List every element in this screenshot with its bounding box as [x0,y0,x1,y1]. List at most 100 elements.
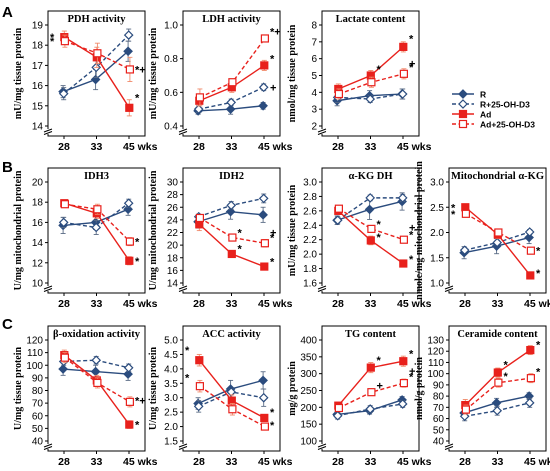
y-axis-label: nmol/mg tissue protein [287,24,298,122]
axis-break-mask [445,444,453,449]
legend-marker [458,89,468,99]
x-tick-label: 28 [332,298,344,310]
axis-break-mark [43,128,53,133]
data-point [459,245,470,256]
significance-mark: * [135,237,140,249]
chart-panel-4: IDH3 10 12 14 16 18 20 U/mg mitochondrial prote… [13,167,158,310]
data-point [228,78,237,87]
series-ad-25-oh-d3 [461,373,536,415]
axis-break-mark [178,446,188,450]
y-tick-label: 250 [300,386,317,397]
series-line [199,217,266,244]
chart-panel-3: Lactate content 2 3 4 5 6 7 8 nmol/mg tissue pro… [287,10,432,153]
y-tick-label: 0.6 [164,88,178,99]
significance-mark: * [409,254,414,266]
panel-title: IDH2 [219,171,244,182]
y-tick-label: 30 [167,178,179,189]
x-tick-label: 28 [332,456,344,468]
y-tick-label: 3 [311,105,317,116]
chart-panel-6: α-KG DH 1.6 1.8 2.0 2.2 2.4 2.6 2.8 3.0 mU/mg tis… [287,167,432,310]
y-tick-label: 90 [433,380,445,391]
y-tick-label: 110 [428,358,444,369]
series-ad-25-oh-d3 [334,378,408,413]
series-r-25-oh-d3 [58,198,134,235]
data-point [58,217,69,228]
significance-mark: * [50,36,55,48]
data-point [365,193,376,203]
data-point [195,356,204,365]
significance-mark: * [409,33,414,45]
significance-mark: + [409,222,415,234]
series-r-25-oh-d3 [193,387,269,413]
panel-title: Lactate content [336,14,406,25]
data-point [492,237,503,248]
data-point [60,37,70,46]
y-tick-label: 5.0 [164,336,178,347]
y-tick-label: 18 [167,253,179,264]
y-tick-label: 2.0 [430,228,444,239]
y-tick-label: 60 [433,414,445,425]
y-tick-label: 50 [32,424,44,435]
series-line [465,213,532,252]
y-tick-label: 60 [32,411,44,422]
significance-mark: * [270,233,275,245]
data-point [123,198,134,209]
significance-mark: * [377,64,382,76]
data-point [494,228,503,237]
data-point [125,420,134,429]
panel-title: β-oxidation activity [53,329,141,340]
significance-mark: * [409,62,414,74]
y-tick-label: 0.8 [164,54,178,65]
significance-mark: * [377,219,382,231]
data-point [90,366,101,377]
data-point [260,262,269,271]
significance-mark: * [536,366,541,378]
data-point [493,368,502,377]
y-tick-label: 80 [433,392,445,403]
y-tick-label: 4 [311,88,317,99]
axis-break-mask [445,286,453,291]
y-tick-label: 1.8 [303,264,317,275]
data-point [461,209,470,218]
data-point [526,271,535,280]
chart-panel-2: LDH activity 0.4 0.6 0.8 1.0 mU/mg tissue pro… [148,10,293,153]
y-tick-label: 4.0 [164,364,178,375]
x-tick-label: 45 wks [123,298,158,310]
axis-break-mask [179,444,187,449]
y-tick-label: 3.0 [430,178,444,189]
data-point [125,256,134,265]
y-tick-label: 6 [311,54,317,65]
data-point [397,399,408,409]
y-tick-label: 70 [433,403,445,414]
significance-mark: * [536,246,541,258]
significance-mark: * [270,407,275,419]
data-point [193,104,204,115]
data-point [226,387,237,397]
panel-title: Ceramide content [457,329,538,340]
series-ad-25-oh-d3 [60,352,135,408]
axis-break-mark [317,288,327,292]
series-r-25-oh-d3 [193,193,269,222]
data-point [365,94,376,104]
y-tick-label: 120 [26,336,43,347]
y-tick-label: 100 [26,361,43,372]
y-tick-label: 20 [167,241,179,252]
y-tick-label: 80 [32,386,44,397]
data-point [195,93,204,102]
data-point [367,224,376,233]
panel-frame [47,325,146,452]
data-point [364,204,375,215]
data-point [397,89,408,99]
panel-title: α-KG DH [348,171,392,182]
chart-panel-11: Ceramide content 405060708090100110120130… [414,325,550,468]
axis-break-mask [179,129,187,134]
y-tick-label: 1.5 [164,437,178,448]
data-point [399,378,408,388]
series-line [464,349,531,406]
data-point [491,397,502,408]
data-point [260,422,269,431]
data-point [123,362,134,373]
axis-break-mark [317,446,327,450]
legend-marker [458,109,468,119]
y-tick-label: 2.2 [303,235,317,246]
